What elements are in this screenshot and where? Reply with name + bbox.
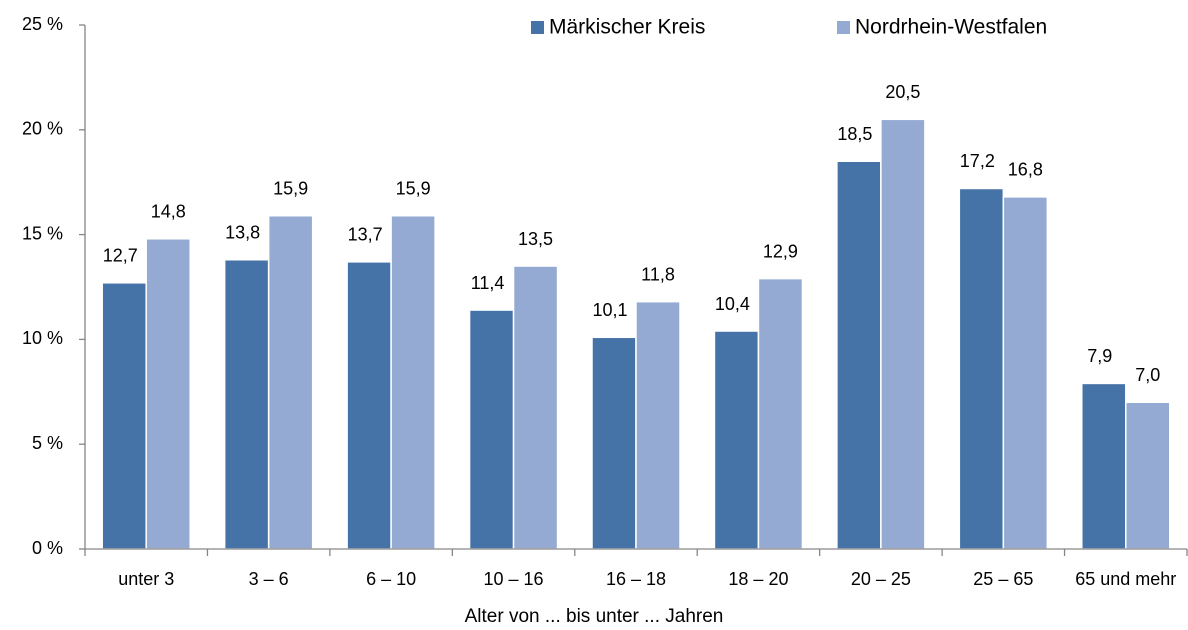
data-label: 18,5 (837, 124, 872, 144)
data-label: 17,2 (960, 151, 995, 171)
x-axis-label: Alter von ... bis unter ... Jahren (465, 606, 724, 627)
x-tick-label: 3 – 6 (249, 569, 289, 589)
data-label: 10,1 (592, 300, 627, 320)
data-label: 7,0 (1135, 365, 1160, 385)
data-label: 13,8 (225, 223, 260, 243)
y-tick-label: 20 % (22, 119, 63, 139)
bar (512, 265, 559, 550)
x-tick-label: 25 – 65 (973, 569, 1033, 589)
bar (468, 309, 515, 550)
bar (635, 300, 681, 550)
y-tick-label: 15 % (22, 223, 63, 243)
legend-swatch (531, 21, 544, 34)
legend-label: Märkischer Kreis (549, 16, 705, 39)
data-label: 13,5 (518, 229, 553, 249)
y-tick-label: 5 % (32, 433, 63, 453)
y-tick-label: 25 % (22, 14, 63, 34)
bar (880, 118, 926, 550)
bar (223, 259, 270, 550)
bar (836, 160, 882, 550)
bar (346, 261, 392, 550)
legend-swatch (837, 21, 850, 34)
x-tick-label: 65 und mehr (1075, 569, 1176, 589)
bar (958, 187, 1005, 550)
data-label: 16,8 (1008, 160, 1043, 180)
bar (267, 214, 314, 550)
data-label: 14,8 (151, 202, 186, 222)
x-tick-label: 20 – 25 (851, 569, 911, 589)
legend-label: Nordrhein-Westfalen (855, 16, 1047, 39)
data-label: 10,4 (715, 294, 750, 314)
data-label: 13,7 (348, 225, 383, 245)
x-tick-label: unter 3 (118, 569, 174, 589)
bar (1002, 196, 1049, 550)
y-tick-label: 0 % (32, 538, 63, 558)
data-label: 15,9 (273, 178, 308, 198)
data-label: 11,8 (641, 264, 675, 284)
bar (591, 336, 637, 550)
x-tick-label: 10 – 16 (484, 569, 544, 589)
bar (101, 282, 147, 550)
bar (757, 277, 804, 550)
x-tick-label: 18 – 20 (728, 569, 788, 589)
y-tick-label: 10 % (22, 328, 63, 348)
bar (145, 238, 191, 550)
bar (1081, 382, 1127, 550)
data-label: 7,9 (1087, 346, 1112, 366)
data-label: 11,4 (471, 273, 505, 293)
data-label: 15,9 (396, 178, 431, 198)
x-tick-label: 6 – 10 (366, 569, 416, 589)
data-label: 20,5 (885, 82, 920, 102)
bar (713, 330, 760, 550)
data-label: 12,9 (763, 241, 798, 261)
bar (1125, 401, 1171, 550)
x-tick-label: 16 – 18 (606, 569, 666, 589)
data-label: 12,7 (103, 246, 138, 266)
bar (390, 214, 436, 550)
